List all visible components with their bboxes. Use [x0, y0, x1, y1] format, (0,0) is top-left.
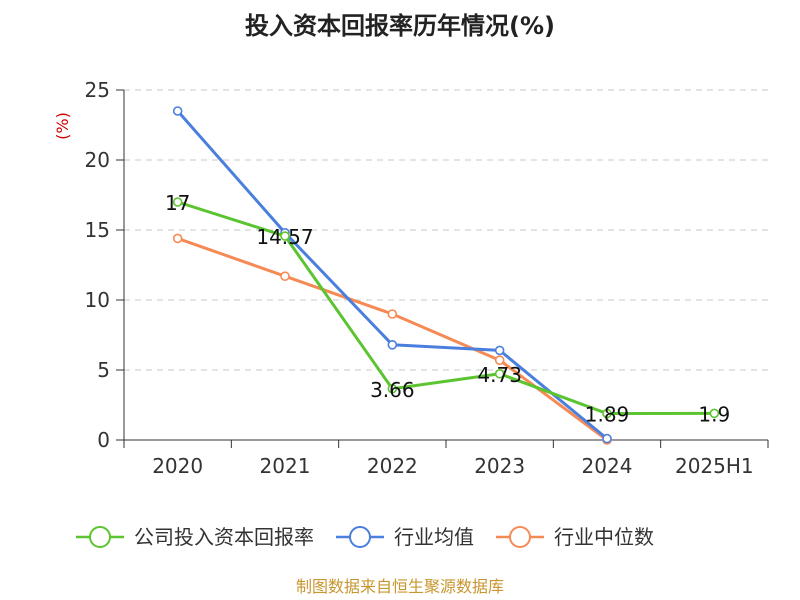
data-label: 1.89 — [585, 403, 630, 427]
data-label: 1.9 — [698, 402, 730, 426]
data-label: 4.73 — [477, 363, 522, 387]
data-label: 14.57 — [256, 225, 313, 249]
y-axis-unit-label: (%) — [53, 112, 72, 140]
data-point — [172, 197, 183, 207]
y-tick-label: 15 — [85, 218, 110, 242]
legend-item: 行业均值 — [336, 525, 474, 549]
y-tick-label: 0 — [97, 428, 110, 452]
data-point — [494, 355, 505, 366]
data-point — [709, 408, 720, 419]
x-tick-label: 2024 — [582, 454, 633, 478]
source-note: 制图数据来自恒生聚源数据库 — [296, 577, 504, 596]
series-line — [177, 236, 608, 442]
data-point — [280, 271, 290, 282]
legend-marker — [89, 526, 111, 548]
data-point — [602, 408, 612, 419]
series-line — [177, 200, 715, 416]
data-point — [172, 233, 183, 244]
y-tick-label: 5 — [97, 358, 110, 382]
x-tick-label: 2022 — [367, 454, 418, 478]
data-label: 17 — [165, 191, 190, 215]
x-tick-label: 2023 — [474, 454, 525, 478]
y-tick-label: 10 — [85, 288, 110, 312]
legend-item: 行业中位数 — [496, 525, 654, 549]
x-tick-label: 2021 — [260, 454, 311, 478]
legend: 公司投入资本回报率 行业均值 行业中位数 — [76, 525, 654, 549]
x-tick-label: 2020 — [152, 454, 203, 478]
data-labels: 17 14.57 3.66 4.73 1.89 1.9 — [165, 191, 730, 427]
data-point — [387, 383, 398, 394]
data-label: 3.66 — [370, 378, 415, 402]
legend-label: 行业均值 — [394, 525, 474, 549]
data-point — [172, 106, 183, 116]
legend-item: 公司投入资本回报率 — [76, 525, 314, 549]
legend-marker — [349, 526, 371, 548]
grid-lines — [124, 89, 768, 371]
data-point — [494, 345, 505, 356]
legend-label: 公司投入资本回报率 — [134, 525, 314, 549]
data-point — [280, 231, 290, 241]
data-point — [387, 309, 398, 319]
legend-marker — [509, 526, 531, 548]
data-point — [602, 433, 612, 444]
data-point — [494, 368, 505, 379]
data-point — [387, 339, 398, 350]
legend-label: 行业中位数 — [554, 525, 654, 549]
chart-title: 投入资本回报率历年情况(%) — [245, 12, 555, 40]
y-tick-label: 20 — [85, 148, 110, 172]
series-lines — [172, 106, 720, 445]
y-tick-label: 25 — [85, 78, 110, 102]
axes: 0 5 10 15 20 25 2020 2021 2022 2023 2024 2025H1 — [85, 78, 769, 478]
x-tick-label: 2025H1 — [675, 454, 754, 478]
